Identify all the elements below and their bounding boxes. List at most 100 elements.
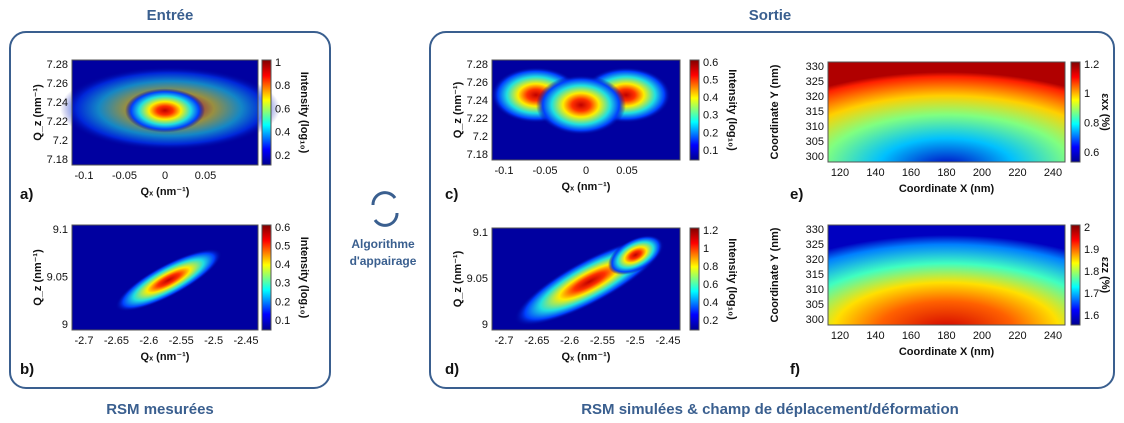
x-tick-label: -2.45 xyxy=(655,335,680,347)
y-tick-label: 7.24 xyxy=(47,97,68,109)
y-axis-label: Q_z (nm⁻¹) xyxy=(32,84,44,141)
colorbar-tick-label: 0.4 xyxy=(275,259,290,271)
x-tick-label: 120 xyxy=(831,167,849,179)
y-tick-label: 305 xyxy=(806,299,824,311)
x-tick-label: 200 xyxy=(973,330,991,342)
footer: RSM mesurées xyxy=(106,401,214,418)
y-axis-label: Coordinate Y (nm) xyxy=(769,64,781,159)
colorbar xyxy=(261,59,272,166)
x-tick-label: -0.1 xyxy=(495,165,514,177)
colorbar-tick-label: 0.4 xyxy=(703,92,718,104)
colorbar-label: Intensity (log₁₀) xyxy=(298,237,310,319)
colorbar-label: Intensity (log₁₀) xyxy=(298,72,310,154)
colorbar-tick-label: 0.6 xyxy=(703,279,718,291)
colorbar-tick-label: 0.3 xyxy=(275,278,290,290)
colorbar xyxy=(1070,224,1081,326)
x-axis-label: Qₓ (nm⁻¹) xyxy=(141,351,190,363)
colorbar-label: Intensity (log₁₀) xyxy=(726,69,738,151)
y-tick-label: 300 xyxy=(806,314,824,326)
colorbar-tick-label: 1 xyxy=(703,243,709,255)
colorbar-label: εxx (%) xyxy=(1099,93,1111,131)
y-tick-label: 9.05 xyxy=(467,273,488,285)
y-tick-label: 325 xyxy=(806,76,824,88)
y-tick-label: 9.05 xyxy=(47,271,68,283)
colorbar-tick-label: 0.6 xyxy=(703,57,718,69)
y-axis-label: Q_z (nm⁻¹) xyxy=(452,250,464,307)
colorbar xyxy=(689,227,700,331)
x-tick-label: -2.6 xyxy=(139,335,158,347)
colorbar-tick-label: 0.2 xyxy=(703,127,718,139)
x-tick-label: 0 xyxy=(583,165,589,177)
colorbar-tick-label: 0.8 xyxy=(1084,118,1099,130)
x-tick-label: -2.55 xyxy=(590,335,615,347)
x-tick-label: -2.7 xyxy=(495,335,514,347)
x-tick-label: -2.65 xyxy=(104,335,129,347)
y-tick-label: 7.28 xyxy=(467,59,488,71)
colorbar-tick-label: 1 xyxy=(1084,88,1090,100)
y-tick-label: 7.18 xyxy=(47,154,68,166)
x-tick-label: 240 xyxy=(1044,167,1062,179)
x-tick-label: -0.05 xyxy=(112,170,137,182)
y-tick-label: 7.26 xyxy=(47,78,68,90)
panel-letter: f) xyxy=(790,361,800,378)
y-tick-label: 305 xyxy=(806,136,824,148)
y-tick-label: 330 xyxy=(806,224,824,236)
x-tick-label: 180 xyxy=(937,330,955,342)
x-tick-label: 200 xyxy=(973,167,991,179)
y-tick-label: 325 xyxy=(806,239,824,251)
colorbar-tick-label: 0.1 xyxy=(703,145,718,157)
panel-letter: d) xyxy=(445,361,459,378)
x-axis-label: Qₓ (nm⁻¹) xyxy=(141,186,190,198)
colorbar xyxy=(1070,61,1081,163)
intensity-streak xyxy=(115,248,223,312)
y-axis-label: Coordinate Y (nm) xyxy=(769,227,781,322)
x-tick-label: 0 xyxy=(162,170,168,182)
x-tick-label: 240 xyxy=(1044,330,1062,342)
colorbar-tick-label: 1.2 xyxy=(1084,59,1099,71)
x-tick-label: -2.6 xyxy=(560,335,579,347)
plot-frame xyxy=(491,227,681,331)
colorbar-tick-label: 0.5 xyxy=(703,75,718,87)
panel-letter: b) xyxy=(20,361,34,378)
colorbar-tick-label: 0.2 xyxy=(275,150,290,162)
header: Entrée xyxy=(147,7,194,24)
colorbar-tick-label: 0.6 xyxy=(275,222,290,234)
y-tick-label: 9.1 xyxy=(53,224,68,236)
cycle-icon xyxy=(371,191,399,227)
colorbar-tick-label: 1.9 xyxy=(1084,244,1099,256)
colorbar-tick-label: 1.2 xyxy=(703,225,718,237)
colorbar-tick-label: 1.6 xyxy=(1084,310,1099,322)
x-tick-label: 0.05 xyxy=(616,165,637,177)
plot-frame xyxy=(827,224,1066,326)
header: Sortie xyxy=(749,7,792,24)
colorbar xyxy=(261,224,272,331)
right-frame xyxy=(429,31,1115,389)
heatmap-bg xyxy=(828,225,1065,325)
y-tick-label: 320 xyxy=(806,91,824,103)
y-tick-label: 315 xyxy=(806,106,824,118)
middle-label: d'appairage xyxy=(350,254,417,268)
colorbar-label: Intensity (log₁₀) xyxy=(726,238,738,320)
colorbar-tick-label: 1.8 xyxy=(1084,266,1099,278)
plot-frame xyxy=(71,59,259,166)
y-axis-label: Q_z (nm⁻¹) xyxy=(452,81,464,138)
x-tick-label: -0.05 xyxy=(532,165,557,177)
x-tick-label: 180 xyxy=(937,167,955,179)
panel-letter: c) xyxy=(445,186,458,203)
colorbar-tick-label: 1.7 xyxy=(1084,288,1099,300)
x-axis-label: Coordinate X (nm) xyxy=(899,346,995,358)
y-tick-label: 310 xyxy=(806,284,824,296)
y-tick-label: 7.2 xyxy=(473,131,488,143)
heatmap-bg xyxy=(828,62,1065,162)
y-axis-label: Q_z (nm⁻¹) xyxy=(32,249,44,306)
colorbar-tick-label: 0.6 xyxy=(1084,147,1099,159)
panel-letter: a) xyxy=(20,186,33,203)
colorbar-tick-label: 0.8 xyxy=(275,80,290,92)
middle-label: Algorithme xyxy=(351,237,415,251)
colorbar xyxy=(689,59,700,161)
x-axis-label: Coordinate X (nm) xyxy=(899,183,995,195)
left-frame xyxy=(9,31,331,389)
plot-frame xyxy=(71,224,259,331)
colorbar-tick-label: 0.1 xyxy=(275,315,290,327)
